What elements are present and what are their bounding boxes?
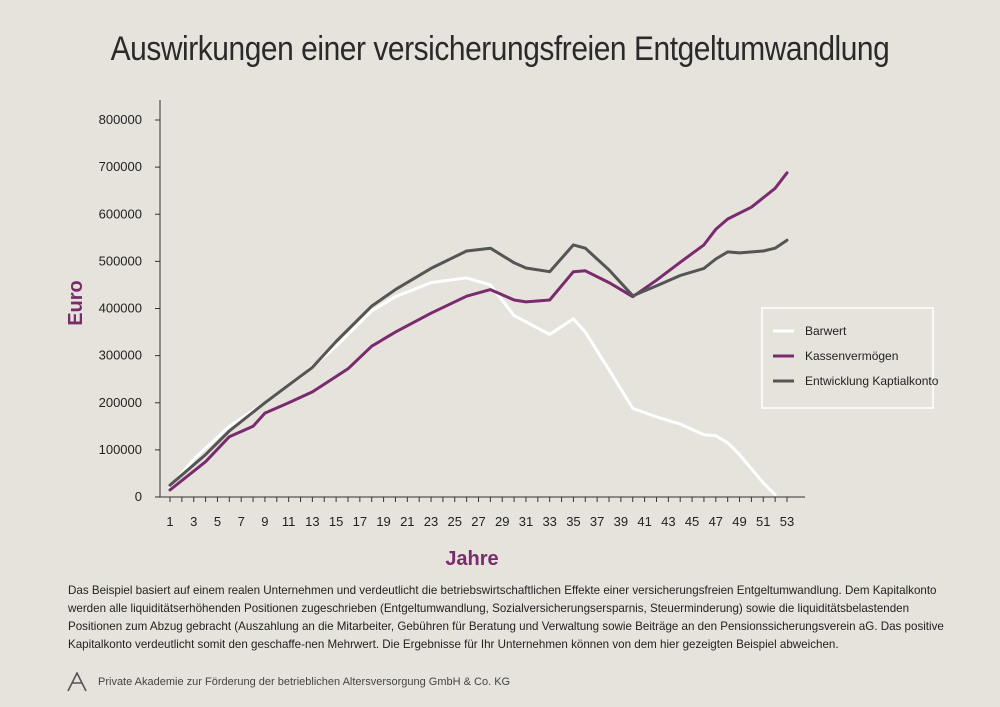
legend-label-3: Entwicklung Kaptialkonto xyxy=(805,374,939,388)
x-tick-label: 9 xyxy=(261,514,268,529)
x-tick-label: 11 xyxy=(282,514,296,529)
chart-legend: Barwert Kassenvermögen Entwicklung Kaptial… xyxy=(761,307,939,409)
chart-axes: 0 100000 200000 300000 400000 500000 600000 700… xyxy=(65,100,805,570)
x-tick-label: 31 xyxy=(519,514,533,529)
y-tick-label: 500000 xyxy=(99,253,142,268)
y-tick-label: 0 xyxy=(135,489,142,504)
x-tick-label: 15 xyxy=(329,514,343,529)
x-tick-label: 23 xyxy=(424,514,438,529)
x-tick-label: 17 xyxy=(353,514,367,529)
x-tick-label: 49 xyxy=(732,514,746,529)
x-tick-label: 39 xyxy=(614,514,628,529)
y-tick-label: 700000 xyxy=(99,159,142,174)
y-tick-label: 100000 xyxy=(99,442,142,457)
y-tick-label: 200000 xyxy=(99,395,142,410)
x-tick-label: 25 xyxy=(448,514,462,529)
legend-label-1: Barwert xyxy=(805,324,847,338)
x-tick-label: 53 xyxy=(780,514,794,529)
y-tick-label: 800000 xyxy=(99,112,142,127)
x-tick-label: 51 xyxy=(756,514,770,529)
x-tick-label: 13 xyxy=(305,514,319,529)
x-tick-label: 43 xyxy=(661,514,675,529)
footer-text: Private Akademie zur Förderung der betri… xyxy=(98,676,511,688)
x-tick-label: 35 xyxy=(566,514,580,529)
description-text: Das Beispiel basiert auf einem realen Un… xyxy=(68,584,944,651)
x-axis-title: Jahre xyxy=(445,548,498,570)
x-tick-label: 1 xyxy=(166,514,173,529)
footer: Private Akademie zur Förderung der betri… xyxy=(66,672,510,692)
x-tick-label: 7 xyxy=(238,514,245,529)
x-tick-label: 37 xyxy=(590,514,604,529)
series-line-1 xyxy=(168,276,777,497)
chart-title: Auswirkungen einer versicherungsfreien E… xyxy=(110,30,890,68)
y-tick-label: 400000 xyxy=(99,301,142,316)
x-tick-label: 3 xyxy=(190,514,197,529)
x-tick-label: 41 xyxy=(637,514,651,529)
academy-logo-icon xyxy=(67,672,87,692)
x-tick-label: 47 xyxy=(709,514,723,529)
chart-lines xyxy=(168,171,789,497)
x-tick-label: 21 xyxy=(400,514,414,529)
y-axis-title: Euro xyxy=(65,280,87,326)
legend-label-2: Kassenvermögen xyxy=(805,349,898,363)
x-tick-label: 45 xyxy=(685,514,699,529)
series-line-3 xyxy=(168,238,789,487)
x-tick-label: 19 xyxy=(376,514,390,529)
x-tick-label: 5 xyxy=(214,514,221,529)
series-line-2 xyxy=(168,171,789,492)
x-tick-label: 33 xyxy=(542,514,556,529)
legend-box xyxy=(761,307,934,409)
x-tick-label: 29 xyxy=(495,514,509,529)
x-tick-label: 27 xyxy=(471,514,485,529)
y-tick-label: 300000 xyxy=(99,348,142,363)
y-tick-label: 600000 xyxy=(99,206,142,221)
